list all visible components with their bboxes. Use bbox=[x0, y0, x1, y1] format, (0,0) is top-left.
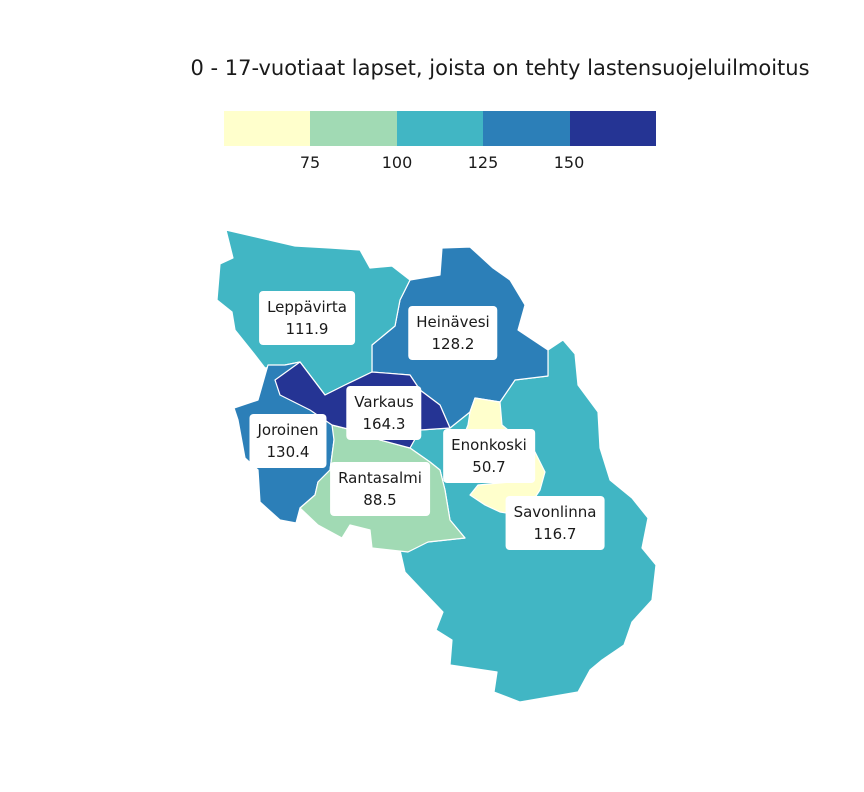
region-name: Heinävesi bbox=[416, 313, 490, 331]
region-value: 111.9 bbox=[285, 320, 329, 338]
region-label-joroinen: Joroinen 130.4 bbox=[249, 414, 327, 468]
color-legend bbox=[224, 111, 657, 146]
region-name: Leppävirta bbox=[267, 298, 347, 316]
legend-swatch-1 bbox=[224, 111, 311, 146]
region-value: 164.3 bbox=[362, 415, 406, 433]
region-value: 116.7 bbox=[533, 525, 577, 543]
legend-tick-125: 125 bbox=[467, 153, 499, 172]
map-title: 0 - 17-vuotiaat lapset, joista on tehty … bbox=[190, 56, 810, 80]
legend-swatch-4 bbox=[483, 111, 570, 146]
legend-swatch-5 bbox=[569, 111, 657, 146]
region-name: Savonlinna bbox=[513, 503, 597, 521]
region-label-savonlinna: Savonlinna 116.7 bbox=[505, 496, 605, 550]
region-label-varkaus: Varkaus 164.3 bbox=[346, 386, 422, 440]
legend-tick-75: 75 bbox=[299, 153, 321, 172]
region-label-enonkoski: Enonkoski 50.7 bbox=[443, 429, 535, 483]
region-label-rantasalmi: Rantasalmi 88.5 bbox=[330, 462, 430, 516]
region-value: 130.4 bbox=[266, 443, 310, 461]
region-name: Enonkoski bbox=[451, 436, 527, 454]
region-value: 88.5 bbox=[363, 491, 397, 509]
legend-tick-150: 150 bbox=[553, 153, 585, 172]
region-value: 128.2 bbox=[431, 335, 475, 353]
region-value: 50.7 bbox=[472, 458, 506, 476]
legend-tick-100: 100 bbox=[381, 153, 413, 172]
legend-swatch-2 bbox=[310, 111, 397, 146]
region-label-leppavirta: Leppävirta 111.9 bbox=[259, 291, 355, 345]
region-name: Rantasalmi bbox=[338, 469, 422, 487]
region-name: Joroinen bbox=[257, 421, 319, 439]
legend-swatch-3 bbox=[396, 111, 484, 146]
region-name: Varkaus bbox=[354, 393, 414, 411]
region-label-heinavesi: Heinävesi 128.2 bbox=[408, 306, 498, 360]
